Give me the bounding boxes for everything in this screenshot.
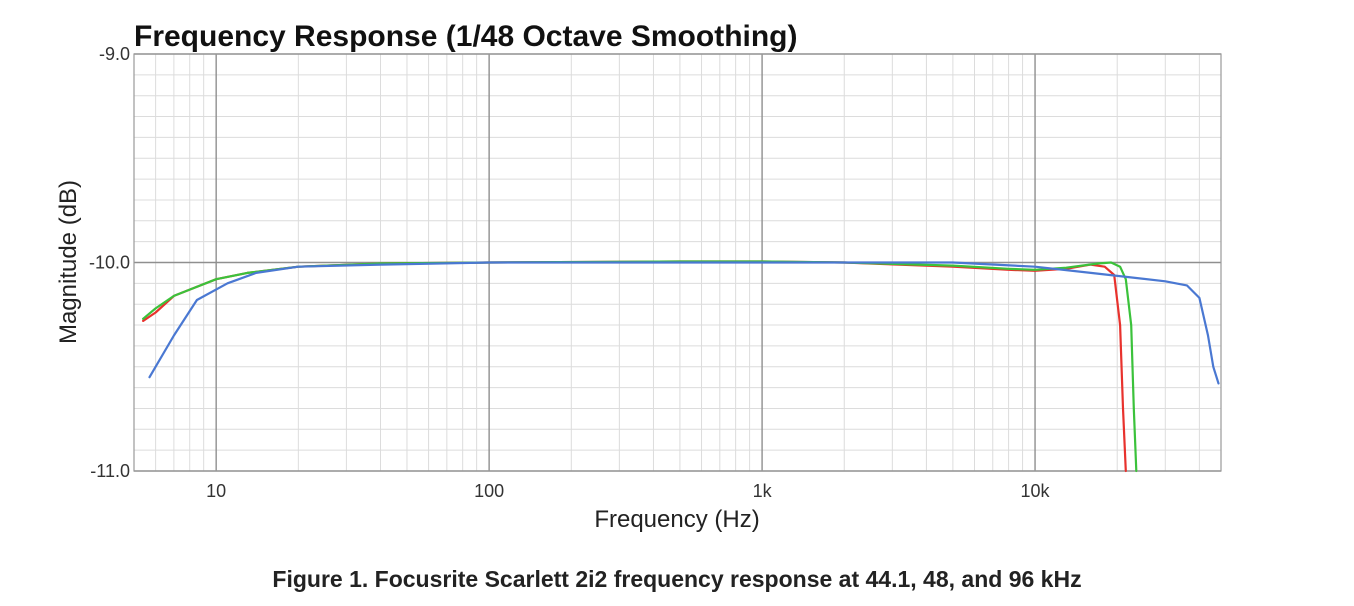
y-tick-labels: -9.0 -10.0 -11.0 (89, 44, 130, 481)
figure-caption: Figure 1. Focusrite Scarlett 2i2 frequen… (272, 566, 1082, 592)
x-tick-label: 100 (474, 481, 504, 501)
y-tick-label: -10.0 (89, 253, 130, 273)
x-tick-label: 10 (206, 481, 226, 501)
x-tick-label: 1k (753, 481, 773, 501)
x-axis-label: Frequency (Hz) (594, 506, 759, 533)
x-tick-label: 10k (1021, 481, 1051, 501)
chart-title: Frequency Response (1/48 Octave Smoothin… (134, 20, 798, 53)
series-lines (142, 260, 1220, 473)
y-tick-label: -11.0 (90, 461, 130, 481)
frequency-response-chart: Frequency Response (1/48 Octave Smoothin… (55, 20, 1222, 533)
series-line-3 (148, 261, 1220, 385)
y-tick-label: -9.0 (99, 44, 130, 64)
plot-frame (133, 53, 1222, 472)
x-tick-labels: 10 100 1k 10k (206, 481, 1050, 501)
y-axis-label: Magnitude (dB) (55, 180, 82, 344)
